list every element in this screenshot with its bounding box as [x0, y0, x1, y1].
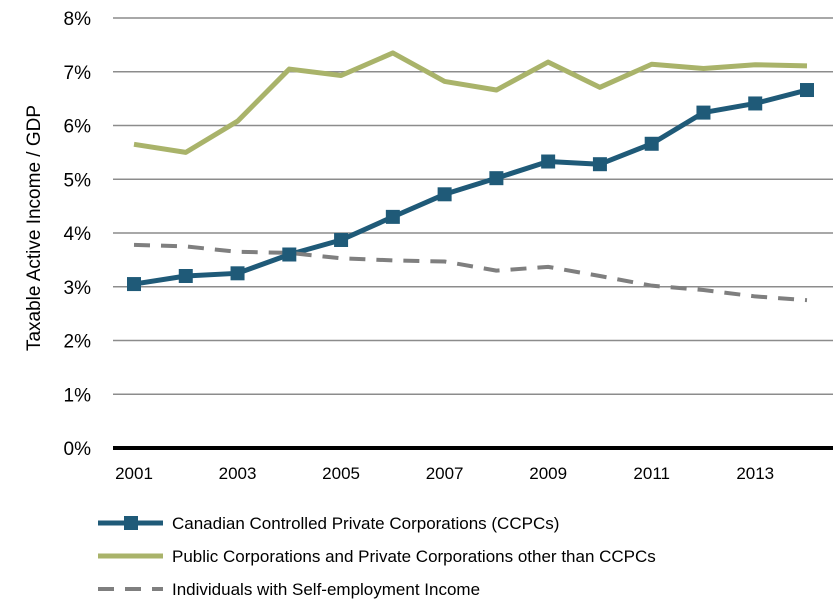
y-tick-label: 8%	[64, 9, 92, 30]
data-point-marker	[696, 105, 711, 120]
y-tick-label: 2%	[64, 332, 92, 353]
y-tick-label: 1%	[64, 385, 92, 406]
y-tick-label: 0%	[64, 439, 92, 460]
y-axis-label: Taxable Active Income / GDP	[24, 105, 45, 351]
x-tick-label: 2007	[426, 464, 464, 483]
x-tick-label: 2009	[529, 464, 567, 483]
legend-marker	[124, 516, 138, 530]
x-tick-label: 2001	[115, 464, 153, 483]
data-point-marker	[644, 136, 659, 151]
data-point-marker	[127, 277, 141, 292]
x-tick-label: 2005	[322, 464, 360, 483]
data-point-marker	[282, 247, 297, 262]
data-point-marker	[385, 209, 400, 224]
legend-label: Canadian Controlled Private Corporations…	[172, 514, 559, 533]
y-tick-label: 6%	[64, 117, 92, 138]
data-point-marker	[541, 154, 556, 169]
y-tick-label: 7%	[64, 63, 92, 84]
data-point-marker	[178, 269, 193, 283]
data-point-marker	[230, 266, 245, 281]
y-tick-label: 5%	[64, 170, 92, 191]
legend: Canadian Controlled Private Corporations…	[98, 514, 656, 599]
data-point-marker	[748, 96, 763, 111]
gridlines	[113, 17, 833, 396]
series-line-1	[133, 87, 808, 287]
y-axis-tick-labels: 0% 1% 2% 3% 4% 5% 6% 7% 8%	[64, 9, 92, 460]
data-point-marker	[489, 171, 504, 186]
y-tick-label: 3%	[64, 278, 92, 299]
data-point-marker	[334, 232, 349, 247]
data-point-marker	[800, 83, 814, 98]
data-point-marker	[437, 187, 452, 202]
series-line-2	[133, 50, 808, 155]
x-axis-tick-labels: 2001 2003 2005 2007 2009 2011 2013	[115, 464, 774, 483]
series-line-3	[133, 242, 808, 303]
legend-label: Public Corporations and Private Corporat…	[172, 547, 656, 566]
x-tick-label: 2003	[219, 464, 257, 483]
data-point-marker	[592, 157, 607, 172]
x-tick-label: 2013	[736, 464, 774, 483]
x-tick-label: 2011	[633, 464, 670, 483]
y-tick-label: 4%	[64, 224, 92, 245]
series-lines	[127, 50, 814, 303]
legend-label: Individuals with Self-employment Income	[172, 580, 480, 599]
